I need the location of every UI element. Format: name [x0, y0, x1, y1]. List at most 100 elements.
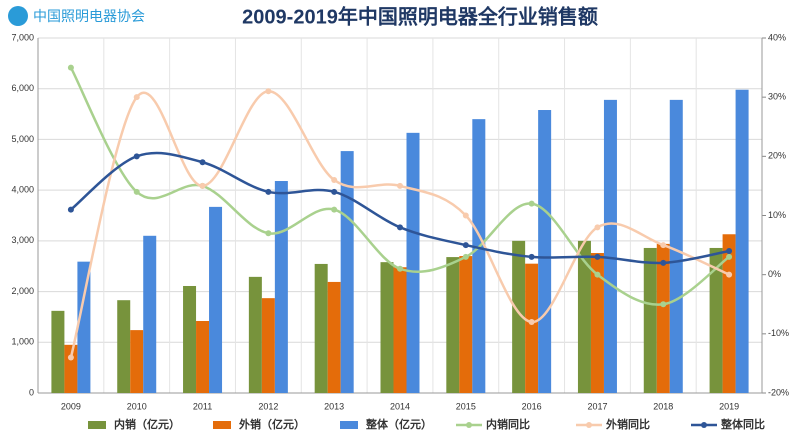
- bar: [538, 110, 552, 393]
- line-marker: [67, 206, 74, 213]
- line-marker: [397, 182, 403, 189]
- bar: [643, 247, 657, 393]
- line-marker: [528, 253, 535, 260]
- bar: [393, 267, 407, 393]
- bar: [340, 151, 354, 393]
- legend-swatch: [586, 422, 592, 428]
- bar: [117, 300, 131, 393]
- line-marker: [660, 242, 667, 249]
- bar: [130, 330, 144, 393]
- y-tick-label: 6,000: [11, 83, 34, 93]
- line-marker: [528, 200, 535, 207]
- bar: [735, 89, 749, 393]
- y-tick-label: 0: [29, 387, 34, 397]
- bar: [446, 257, 460, 393]
- legend-swatch: [213, 421, 231, 429]
- y2-tick-label: -20%: [768, 387, 789, 397]
- x-tick-label: 2010: [127, 401, 147, 411]
- y-tick-label: 5,000: [11, 134, 34, 144]
- y2-tick-label: -10%: [768, 328, 789, 338]
- bar: [51, 310, 65, 393]
- bar: [656, 243, 670, 393]
- line-marker: [594, 271, 601, 278]
- y2-tick-label: 40%: [768, 32, 786, 42]
- line-marker: [660, 259, 667, 266]
- legend-label: 外销（亿元）: [238, 417, 305, 431]
- x-tick-label: 2018: [653, 401, 673, 411]
- x-tick-label: 2015: [456, 401, 476, 411]
- line-marker: [331, 177, 338, 183]
- line-marker: [133, 153, 140, 160]
- y2-tick-label: 30%: [768, 92, 786, 102]
- x-tick-label: 2019: [719, 401, 739, 411]
- bar: [459, 256, 473, 393]
- bar: [327, 281, 341, 393]
- y-tick-label: 2,000: [11, 286, 34, 296]
- line-marker: [528, 319, 535, 325]
- legend-label: 整体（亿元）: [365, 417, 432, 431]
- bar: [314, 263, 328, 393]
- bar: [590, 253, 604, 393]
- bar: [196, 320, 210, 393]
- bar: [603, 99, 617, 393]
- line-marker: [265, 230, 272, 237]
- bar: [64, 344, 78, 393]
- line-marker: [67, 354, 74, 361]
- y-tick-label: 1,000: [11, 337, 34, 347]
- y2-tick-label: 20%: [768, 151, 786, 161]
- line-marker: [397, 224, 403, 231]
- legend-swatch: [701, 422, 707, 428]
- logo-icon: [8, 6, 28, 26]
- y2-tick-label: 10%: [768, 210, 786, 220]
- line-marker: [397, 265, 403, 272]
- line-marker: [726, 253, 733, 260]
- line-marker: [594, 224, 601, 231]
- y-tick-label: 7,000: [11, 32, 34, 42]
- chart-title: 2009-2019年中国照明电器全行业销售额: [242, 4, 598, 28]
- bar: [525, 263, 539, 393]
- legend-label: 外销同比: [605, 417, 650, 431]
- y-tick-label: 4,000: [11, 185, 34, 195]
- line-marker: [462, 242, 469, 249]
- line-marker: [133, 94, 140, 101]
- bar: [709, 247, 723, 393]
- line: [69, 66, 730, 306]
- line-marker: [265, 88, 272, 95]
- logo-text: 中国照明电器协会: [33, 9, 145, 25]
- line-marker: [133, 188, 140, 195]
- legend-swatch: [88, 421, 106, 429]
- bar: [380, 262, 394, 393]
- x-tick-label: 2012: [258, 401, 278, 411]
- line-marker: [660, 301, 667, 308]
- logo: 中国照明电器协会: [8, 6, 145, 26]
- x-tick-label: 2009: [61, 401, 81, 411]
- line-marker: [331, 188, 338, 195]
- legend-swatch: [466, 422, 472, 428]
- bar: [77, 261, 91, 393]
- x-tick-label: 2014: [390, 401, 410, 411]
- line-marker: [199, 182, 206, 189]
- line-marker: [199, 159, 206, 166]
- line-marker: [67, 64, 74, 71]
- legend-label: 整体同比: [720, 417, 765, 431]
- x-tick-label: 2013: [324, 401, 344, 411]
- bar: [183, 285, 197, 393]
- y-tick-label: 3,000: [11, 235, 34, 245]
- legend-label: 内销（亿元）: [114, 417, 180, 431]
- bar: [261, 298, 275, 393]
- line-marker: [726, 248, 733, 254]
- legend-swatch: [340, 421, 358, 429]
- bar: [577, 240, 591, 393]
- line-marker: [594, 253, 601, 260]
- bar: [406, 132, 420, 394]
- bar: [143, 235, 157, 393]
- bar: [248, 276, 262, 393]
- x-tick-label: 2016: [522, 401, 542, 411]
- line-marker: [726, 271, 733, 278]
- y2-tick-label: 0%: [768, 269, 781, 279]
- line-marker: [462, 212, 469, 219]
- line-marker: [462, 253, 469, 260]
- bar: [669, 99, 683, 393]
- x-tick-label: 2017: [587, 401, 607, 411]
